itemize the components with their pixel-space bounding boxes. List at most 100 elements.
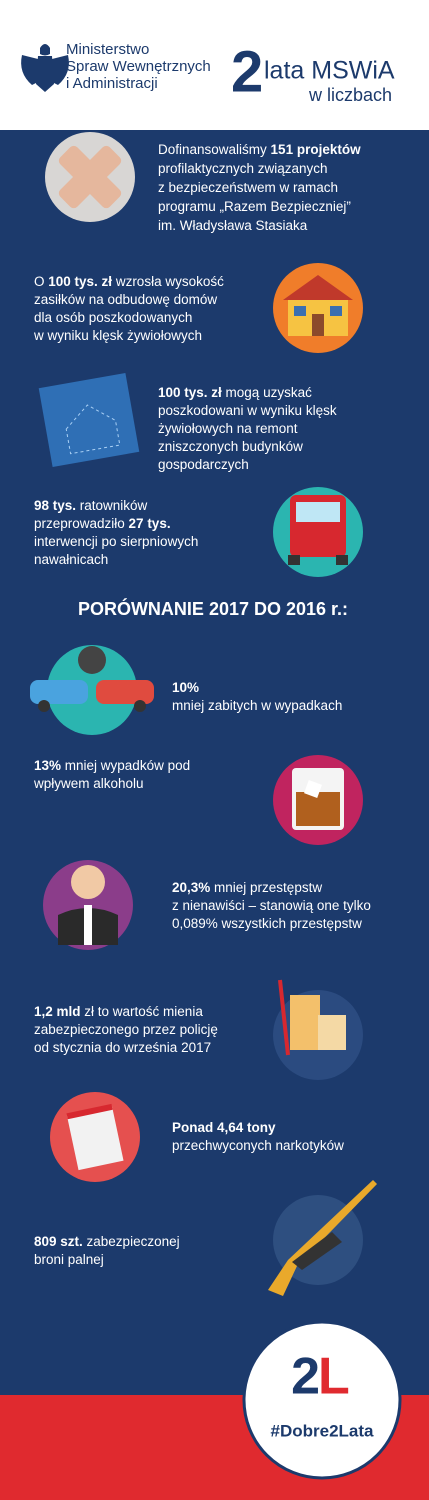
text-segment: z nienawiści – stanowią one tylko <box>172 898 371 913</box>
item-line: gospodarczych <box>158 457 249 472</box>
item-line: 13% mniej wypadków pod <box>34 758 190 773</box>
footer-hashtag: #Dobre2Lata <box>271 1421 375 1440</box>
header-subtitle: w liczbach <box>308 85 392 105</box>
highlight: 20,3% <box>172 880 210 895</box>
highlight: 13% <box>34 758 61 773</box>
text-segment: 0,089% wszystkich przestępstw <box>172 916 362 931</box>
text-segment: dla osób poszkodowanych <box>34 310 192 325</box>
ministry-line: Ministerstwo <box>66 41 149 58</box>
content-background <box>0 130 429 1395</box>
text-segment: przechwyconych narkotyków <box>172 1138 344 1153</box>
ministry-line: Spraw Wewnętrznych <box>66 58 211 75</box>
text-segment: żywiołowych na remont <box>158 421 298 436</box>
text-segment: poszkodowani w wyniku klęsk <box>158 403 337 418</box>
text-segment: broni palnej <box>34 1252 104 1267</box>
text-segment: zł to wartość mienia <box>81 1004 204 1019</box>
item-line: 10% <box>172 680 199 695</box>
item: 10% mniej zabitych w wypadkach <box>172 680 342 713</box>
item-line: dla osób poszkodowanych <box>34 310 192 325</box>
item-line: nawałnicach <box>34 552 108 567</box>
text-segment: wpływem alkoholu <box>33 776 144 791</box>
item-line: z bezpieczeństwem w ramach <box>158 180 338 195</box>
item-line: 1,2 mld zł to wartość mienia <box>34 1004 203 1019</box>
text-segment: programu „Razem Bezpieczniej” <box>158 199 351 214</box>
text-segment: mogą uzyskać <box>222 385 312 400</box>
icon-bag <box>50 1092 140 1182</box>
text-segment: ratowników <box>76 498 148 513</box>
text-segment: z bezpieczeństwem w ramach <box>158 180 338 195</box>
item-line: profilaktycznych związanych <box>158 161 328 176</box>
footer-badge <box>242 1320 402 1480</box>
icon-firetruck <box>273 487 363 577</box>
text-segment: zasiłków na odbudowę domów <box>34 292 217 307</box>
header-number: 2 <box>231 39 263 104</box>
item: Dofinansowaliśmy 151 projektów profilakty… <box>158 142 361 233</box>
text-segment: Dofinansowaliśmy <box>158 142 271 157</box>
highlight: 100 tys. zł <box>48 274 112 289</box>
icon-crash <box>30 645 154 735</box>
item: 809 szt. zabezpieczonej broni palnej <box>34 1234 180 1267</box>
item-line: im. Władysława Stasiaka <box>158 218 308 233</box>
item-line: mniej zabitych w wypadkach <box>172 698 342 713</box>
item-line: 809 szt. zabezpieczonej <box>34 1234 180 1249</box>
item-line: broni palnej <box>34 1252 104 1267</box>
text-segment: od stycznia do września 2017 <box>34 1040 211 1055</box>
item-line: O 100 tys. zł wzrosła wysokość <box>34 274 224 289</box>
highlight: 100 tys. zł <box>158 385 222 400</box>
item-line: 20,3% mniej przestępstw <box>172 880 322 895</box>
icon-glass <box>273 755 363 845</box>
item-line: poszkodowani w wyniku klęsk <box>158 403 337 418</box>
footer-logo-left: 2 <box>291 1348 320 1406</box>
item-line: od stycznia do września 2017 <box>34 1040 211 1055</box>
item-line: wpływem alkoholu <box>33 776 144 791</box>
text-segment: nawałnicach <box>34 552 108 567</box>
icon-blueprint <box>38 372 140 468</box>
ministry-line: i Administracji <box>66 75 158 92</box>
icon-plasters <box>45 132 135 222</box>
item-line: przeprowadziło 27 tys. <box>34 516 171 531</box>
item: 100 tys. zł mogą uzyskać poszkodowani w w… <box>158 385 337 472</box>
highlight: Ponad 4,64 tony <box>172 1120 276 1135</box>
item-line: zabezpieczonego przez policję <box>34 1022 218 1037</box>
item-line: interwencji po sierpniowych <box>34 534 198 549</box>
header-background <box>0 0 429 130</box>
item: Ponad 4,64 tony przechwyconych narkotyków <box>172 1120 344 1153</box>
text-segment: im. Władysława Stasiaka <box>158 218 308 233</box>
emblem <box>21 44 69 92</box>
highlight: 27 tys. <box>129 516 171 531</box>
icon-house <box>273 263 363 353</box>
item: O 100 tys. zł wzrosła wysokość zasiłków n… <box>33 274 224 343</box>
highlight: 809 szt. <box>34 1234 83 1249</box>
item-line: przechwyconych narkotyków <box>172 1138 344 1153</box>
text-segment: wzrosła wysokość <box>112 274 224 289</box>
text-segment: zniszczonych budynków <box>158 439 303 454</box>
item: 1,2 mld zł to wartość mienia zabezpieczon… <box>34 1004 218 1055</box>
item-line: zniszczonych budynków <box>158 439 303 454</box>
item-line: z nienawiści – stanowią one tylko <box>172 898 371 913</box>
item-line: 100 tys. zł mogą uzyskać <box>158 385 312 400</box>
item: 20,3% mniej przestępstw z nienawiści – st… <box>172 880 371 931</box>
item-line: 0,089% wszystkich przestępstw <box>172 916 362 931</box>
item-line: 98 tys. ratowników <box>34 498 148 513</box>
text-segment: O <box>34 274 48 289</box>
text-segment: profilaktycznych związanych <box>158 161 328 176</box>
highlight: 1,2 mld <box>34 1004 81 1019</box>
item-line: zasiłków na odbudowę domów <box>34 292 217 307</box>
highlight: 98 tys. <box>34 498 76 513</box>
text-segment: zabezpieczonej <box>83 1234 180 1249</box>
item-line: żywiołowych na remont <box>158 421 298 436</box>
text-segment: mniej zabitych w wypadkach <box>172 698 342 713</box>
item-line: programu „Razem Bezpieczniej” <box>158 199 351 214</box>
highlight: 10% <box>172 680 199 695</box>
icon-person <box>43 860 133 950</box>
footer-logo-right: L <box>318 1348 350 1406</box>
item: 98 tys. ratowników przeprowadziło 27 tys.… <box>34 498 198 567</box>
item: 13% mniej wypadków pod wpływem alkoholu <box>33 758 190 791</box>
icon-rifle <box>268 1180 377 1296</box>
text-segment: gospodarczych <box>158 457 249 472</box>
text-segment: mniej wypadków pod <box>61 758 190 773</box>
item-line: Ponad 4,64 tony <box>172 1120 276 1135</box>
text-segment: mniej przestępstw <box>210 880 322 895</box>
